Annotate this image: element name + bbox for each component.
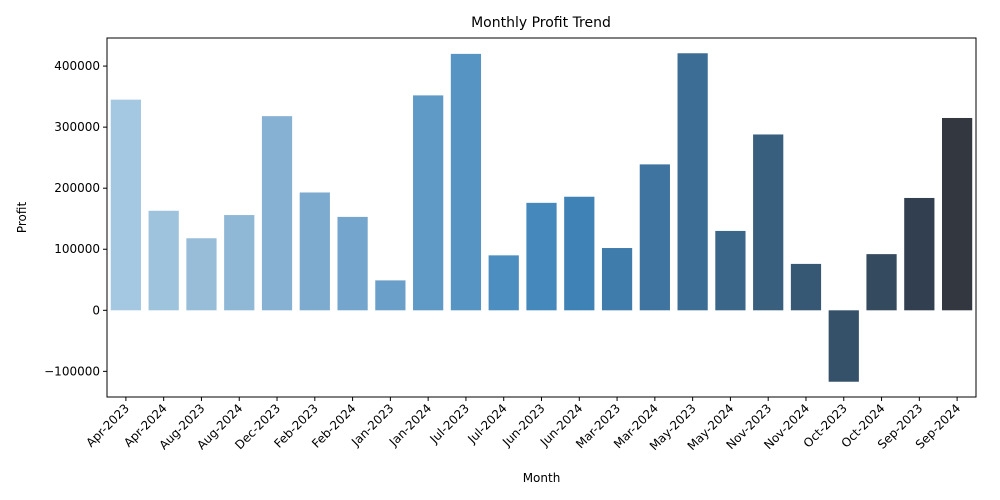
x-tick-label: Jul-2023: [427, 401, 473, 447]
chart-title: Monthly Profit Trend: [471, 15, 611, 31]
plot-frame: [106, 37, 977, 398]
bar-jan-2024: [413, 95, 444, 311]
x-axis: Apr-2023Apr-2024Aug-2023Aug-2024Dec-2023…: [83, 397, 963, 453]
bar-feb-2024: [337, 216, 368, 311]
bar-aug-2023: [186, 238, 217, 311]
bar-jul-2024: [488, 255, 519, 311]
bar-jun-2024: [564, 196, 595, 311]
y-tick-label: 200000: [54, 181, 100, 195]
bar-oct-2024: [866, 254, 897, 311]
bar-sep-2024: [941, 117, 973, 311]
bar-apr-2023: [110, 99, 142, 311]
y-tick-label: 0: [92, 303, 100, 317]
bar-mar-2024: [639, 164, 670, 311]
bar-feb-2023: [299, 192, 330, 311]
bar-jul-2023: [450, 53, 482, 311]
y-tick-label: −100000: [44, 364, 100, 378]
bar-oct-2023: [828, 310, 859, 382]
y-axis: −100000 0 100000 200000 300000 400000: [44, 59, 107, 378]
bar-may-2024: [715, 230, 746, 311]
bar-nov-2024: [790, 263, 822, 311]
y-tick-label: 400000: [54, 59, 100, 73]
bar-may-2023: [677, 53, 708, 311]
y-tick-label: 100000: [54, 242, 100, 256]
bar-apr-2024: [148, 210, 179, 311]
bar-jun-2023: [526, 202, 557, 311]
bar-sep-2023: [904, 197, 935, 311]
bar-jan-2023: [375, 280, 406, 311]
bars: [110, 53, 973, 382]
bar-mar-2023: [601, 248, 633, 311]
bar-dec-2023: [261, 116, 293, 311]
y-axis-title: Profit: [15, 202, 29, 234]
x-axis-title: Month: [523, 471, 561, 485]
bar-nov-2023: [753, 134, 784, 311]
bar-aug-2024: [224, 215, 255, 311]
y-tick-label: 300000: [54, 120, 100, 134]
